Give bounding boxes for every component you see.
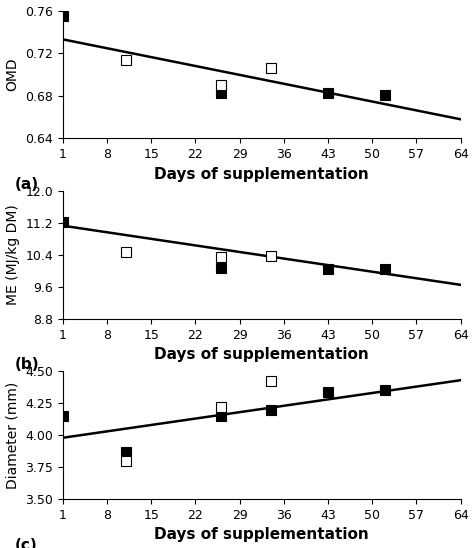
Y-axis label: Diameter (mm): Diameter (mm) — [6, 381, 19, 489]
Text: (b): (b) — [15, 357, 40, 372]
Text: (a): (a) — [15, 177, 39, 192]
Text: (c): (c) — [15, 538, 38, 548]
Y-axis label: OMD: OMD — [6, 58, 19, 92]
X-axis label: Days of supplementation: Days of supplementation — [154, 347, 369, 362]
Y-axis label: ME (MJ/kg DM): ME (MJ/kg DM) — [6, 204, 20, 305]
X-axis label: Days of supplementation: Days of supplementation — [154, 167, 369, 182]
X-axis label: Days of supplementation: Days of supplementation — [154, 527, 369, 543]
